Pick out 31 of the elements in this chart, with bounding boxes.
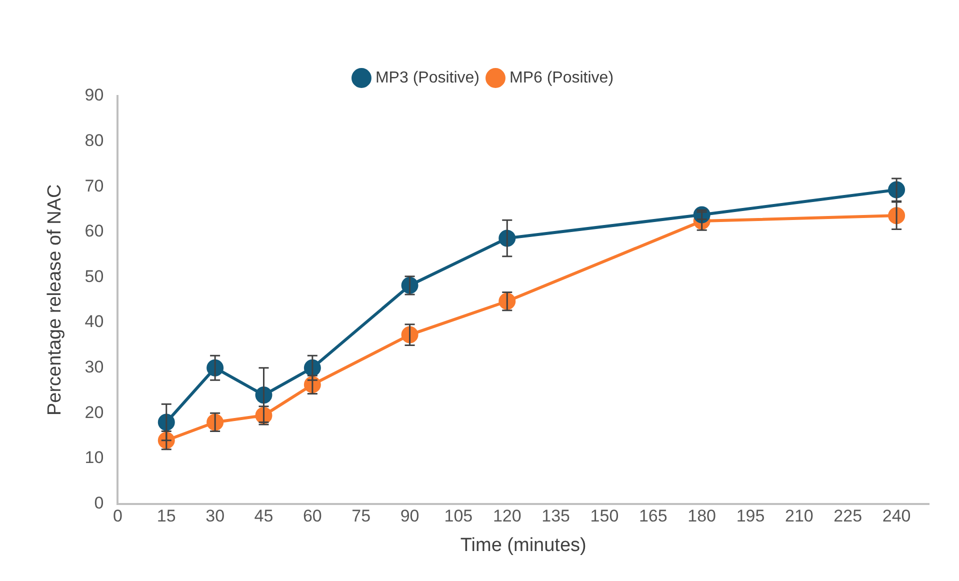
- x-tick-label: 60: [302, 506, 322, 526]
- y-tick-label: 70: [84, 176, 104, 196]
- x-tick-label: 150: [590, 506, 619, 526]
- y-axis-title: Percentage release of NAC: [44, 184, 66, 416]
- y-tick-label: 80: [84, 131, 104, 150]
- y-tick-label: 50: [84, 266, 104, 286]
- x-tick-label: 45: [254, 506, 274, 526]
- x-tick-label: 120: [492, 506, 522, 526]
- x-tick-label: 240: [882, 506, 911, 526]
- x-tick-label: 135: [542, 506, 570, 526]
- x-tick-label: 180: [688, 506, 716, 526]
- x-tick-label: 225: [834, 506, 862, 526]
- x-tick-label: 105: [444, 506, 473, 526]
- y-tick-label: 0: [94, 493, 104, 512]
- x-tick-label: 0: [112, 506, 122, 526]
- x-tick-label: 165: [638, 506, 668, 526]
- x-axis-title: Time (minutes): [460, 534, 586, 556]
- legend-label: MP3 (Positive): [375, 69, 480, 86]
- y-tick-label: 10: [84, 448, 104, 468]
- y-tick-label: 20: [84, 402, 104, 422]
- x-tick-label: 210: [785, 506, 814, 526]
- x-tick-label: 15: [156, 506, 176, 526]
- x-tick-label: 75: [352, 506, 371, 526]
- y-tick-label: 30: [84, 358, 104, 377]
- x-tick-label: 30: [206, 506, 225, 526]
- legend-label: MP6 (Positive): [510, 69, 614, 86]
- x-tick-label: 195: [736, 506, 765, 526]
- y-tick-label: 90: [84, 86, 104, 105]
- y-tick-label: 60: [84, 222, 104, 241]
- y-tick-label: 40: [84, 312, 104, 332]
- x-tick-label: 90: [400, 506, 420, 526]
